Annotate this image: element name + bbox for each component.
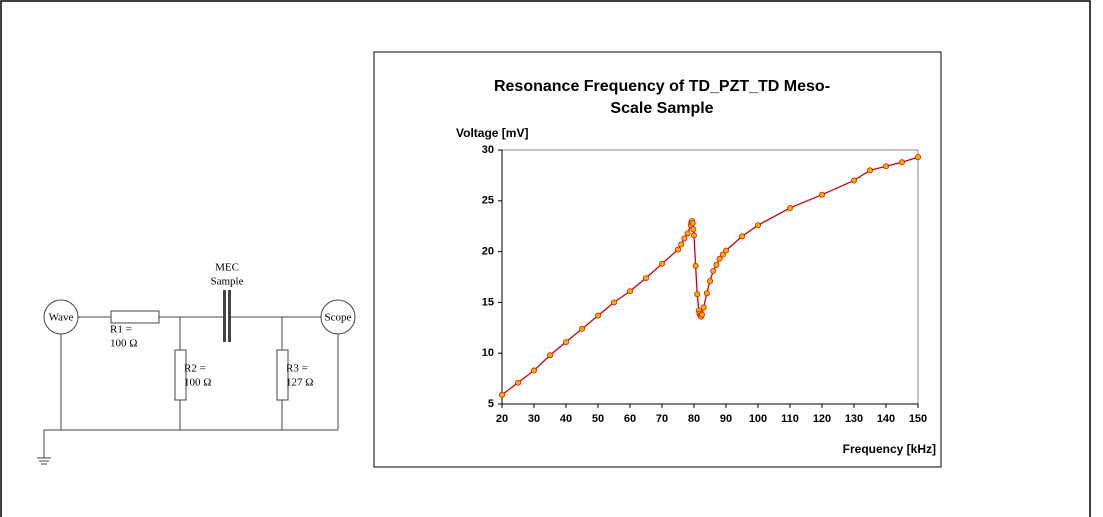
data-point: [611, 299, 617, 306]
data-point: [643, 275, 649, 281]
x-tick-label: 130: [845, 413, 863, 425]
r1-label: R1 =: [110, 324, 132, 336]
data-point: [678, 241, 685, 248]
x-tick-label: 30: [528, 413, 540, 425]
resistor-r2: [174, 349, 187, 401]
data-point: [713, 261, 720, 268]
circuit: Wave Scope MEC Sample R1 = 100 Ω R2 = 10…: [37, 262, 356, 465]
resistor-r1: [110, 310, 160, 324]
chart-title: Scale Sample: [610, 100, 713, 117]
data-point: [691, 232, 697, 239]
chart-box: [373, 51, 942, 468]
sample-label: MEC: [215, 262, 239, 274]
data-point: [547, 352, 553, 359]
x-tick-label: 40: [560, 413, 572, 425]
data-point: [579, 325, 585, 332]
x-tick-label: 60: [624, 413, 636, 425]
data-point: [595, 312, 601, 319]
sample-plate: [228, 290, 231, 342]
r2-label: R2 =: [184, 363, 206, 375]
data-point: [719, 251, 726, 258]
r3-label: 127 Ω: [286, 377, 313, 389]
x-tick-label: 70: [656, 413, 668, 425]
x-tick-label: 50: [592, 413, 604, 425]
scope-label: Scope: [325, 312, 352, 324]
data-point: [739, 233, 745, 240]
data-point: [689, 220, 696, 227]
r3-label: R3 =: [286, 363, 308, 375]
chart-title: Resonance Frequency of TD_PZT_TD Meso-: [494, 78, 830, 95]
data-point: [627, 288, 633, 295]
data-point: [699, 311, 705, 318]
source-label: Wave: [49, 312, 74, 324]
data-point: [703, 290, 710, 297]
r1-label: 100 Ω: [110, 338, 137, 350]
data-point: [563, 339, 569, 345]
data-point: [659, 260, 665, 267]
x-tick-label: 90: [720, 413, 732, 425]
data-point: [819, 191, 825, 198]
sample-label: Sample: [211, 276, 244, 288]
data-point: [867, 167, 873, 174]
y-tick-label: 5: [488, 398, 494, 410]
y-tick-label: 15: [482, 296, 494, 308]
sample-plate: [223, 290, 226, 342]
data-point: [499, 391, 505, 398]
data-point: [681, 235, 688, 242]
data-point: [723, 247, 729, 254]
data-point: [899, 159, 905, 166]
data-point: [716, 255, 723, 262]
x-tick-label: 100: [749, 413, 767, 425]
data-point: [707, 278, 713, 285]
resistor-r3: [276, 349, 289, 401]
data-point: [515, 379, 521, 386]
y-tick-label: 25: [482, 195, 494, 207]
x-tick-label: 140: [877, 413, 895, 425]
y-axis-label: Voltage [mV]: [456, 126, 528, 140]
y-tick-label: 20: [482, 246, 494, 258]
data-point: [883, 163, 889, 170]
data-point: [710, 267, 717, 274]
data-point: [700, 304, 707, 311]
ground: [37, 457, 51, 465]
data-point: [755, 222, 761, 229]
data-point: [694, 291, 701, 298]
data-point: [675, 246, 681, 253]
x-tick-label: 120: [813, 413, 831, 425]
data-point: [915, 154, 921, 161]
r2-label: 100 Ω: [184, 377, 211, 389]
y-tick-label: 30: [482, 144, 494, 156]
data-point: [684, 230, 691, 237]
data-point: [531, 367, 537, 374]
data-point: [690, 226, 697, 233]
x-tick-label: 20: [496, 413, 508, 425]
data-point: [787, 204, 793, 211]
data-point: [851, 177, 857, 184]
x-tick-label: 150: [909, 413, 927, 425]
x-tick-label: 110: [781, 413, 799, 425]
x-tick-label: 80: [688, 413, 700, 425]
y-tick-label: 10: [482, 347, 494, 359]
data-point: [692, 262, 699, 269]
x-axis-label: Frequency [kHz]: [843, 442, 936, 456]
